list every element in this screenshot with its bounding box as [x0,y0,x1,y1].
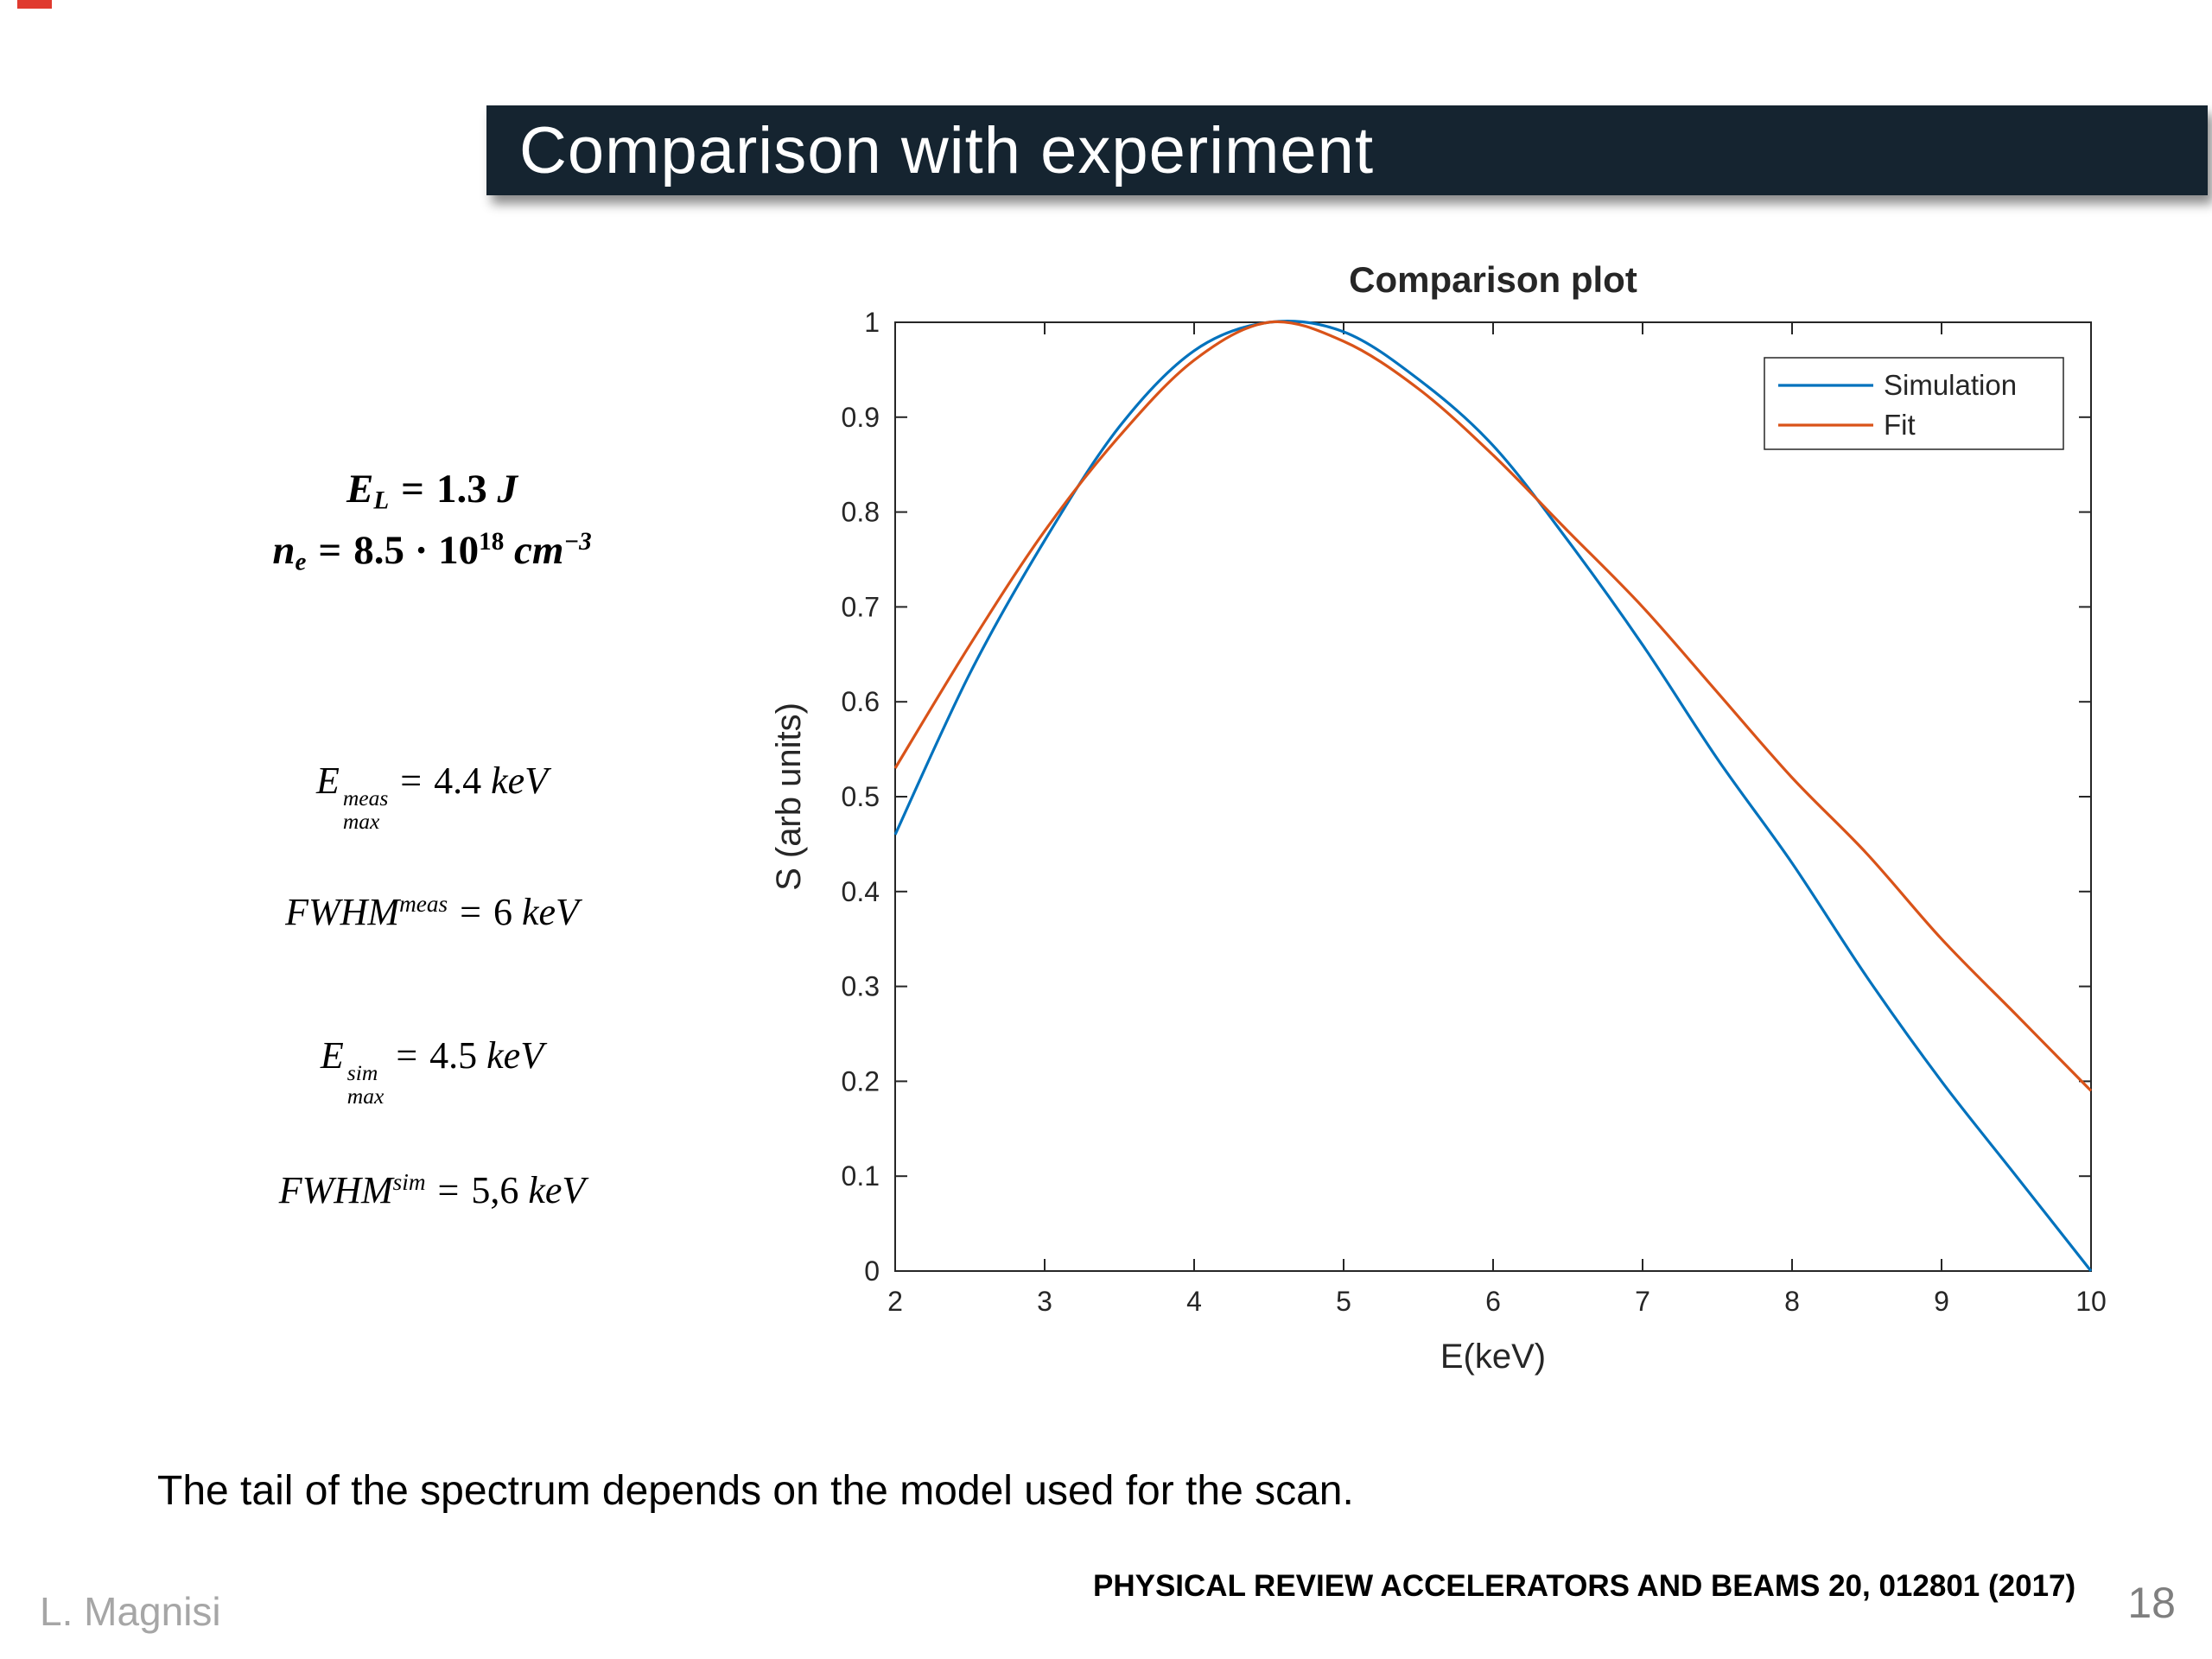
eq-base: E [346,467,374,512]
y-tick-label: 0.8 [842,497,880,528]
x-axis-label: E(keV) [1440,1338,1546,1376]
eq-value: 4.4 [434,760,482,802]
eq-unit: J [497,467,518,512]
eq-sup: meas [342,785,389,811]
x-tick-label: 3 [1037,1286,1052,1317]
equation-laser-energy: EL = 1.3 J [52,466,812,515]
legend-label-fit: Fit [1884,409,1916,441]
y-tick-label: 0.9 [842,402,880,433]
eq-unit: cm [514,528,564,573]
eq-sub: max [342,808,380,834]
screen-artifact [17,0,52,9]
x-tick-label: 7 [1635,1286,1650,1317]
eq-base: E [320,1034,344,1077]
y-tick-label: 0.6 [842,686,880,717]
legend-box [1764,357,2064,450]
eq-sup: sim [346,1060,378,1086]
eq-base: E [315,760,340,802]
eq-base: n [272,528,296,573]
eq-unit-exponent: −3 [563,527,592,556]
legend-label-simulation: Simulation [1884,369,2017,401]
title-bar: Comparison with experiment [486,105,2208,195]
author: L. Magnisi [40,1589,221,1634]
x-tick-label: 6 [1485,1286,1501,1317]
equation-fwhm-measured: FWHMmeas = 6 keV [52,890,812,934]
x-tick-label: 5 [1336,1286,1351,1317]
chart-area: 2 3 4 5 6 7 8 9 10 0 0.1 0.2 0.3 0.4 0.5 0.6 0.7 0.8 0.9 1 C… [760,242,2143,1400]
y-tick-label: 0.1 [842,1160,880,1192]
series-fit [893,320,2093,1092]
eq-supsub: meas max [342,785,389,834]
plot-box [894,321,2092,1272]
eq-sup: sim [392,1169,426,1195]
x-tick-label: 9 [1934,1286,1949,1317]
y-tick-label: 0 [864,1255,880,1287]
x-tick-label: 2 [887,1286,903,1317]
eq-unit: keV [491,760,549,802]
eq-operator: = [318,528,342,573]
eq-operator: = [401,467,424,512]
eq-sup: meas [399,891,448,917]
y-tick-label: 1 [864,307,880,338]
eq-unit: keV [521,891,579,933]
caption: The tail of the spectrum depends on the … [157,1468,1354,1514]
y-axis-label: S (arb units) [770,702,808,891]
eq-value: 5,6 [471,1169,519,1211]
comparison-plot: 2 3 4 5 6 7 8 9 10 0 0.1 0.2 0.3 0.4 0.5 0.6 0.7 0.8 0.9 1 C… [770,259,2107,1376]
eq-operator: = [437,1169,460,1211]
reference: PHYSICAL REVIEW ACCELERATORS AND BEAMS 2… [1093,1569,2076,1603]
eq-value: 1.3 [435,467,487,512]
page-number: 18 [2127,1579,2176,1627]
eq-base: FWHM [278,1169,393,1211]
y-tick-label: 0.5 [842,781,880,812]
eq-sub: L [373,486,390,515]
eq-exponent: 18 [479,527,505,556]
eq-value: 4.5 [429,1034,478,1077]
eq-sub: e [295,548,307,576]
y-tick-label: 0.3 [842,971,880,1002]
y-tick-label: 0.2 [842,1065,880,1096]
y-tick-label: 0.4 [842,876,880,907]
chart-title: Comparison plot [1349,259,1637,300]
equation-electron-density: ne = 8.5 · 1018 cm−3 [52,527,812,576]
eq-base: FWHM [285,891,400,933]
series-simulation [893,320,2093,1272]
eq-unit: keV [528,1169,586,1211]
eq-unit: keV [486,1034,544,1077]
eq-operator: = [460,891,481,933]
slide-title: Comparison with experiment [519,113,1375,188]
eq-operator: = [400,760,423,802]
equation-fwhm-simulated: FWHMsim = 5,6 keV [52,1168,812,1212]
eq-sub: max [346,1083,385,1109]
eq-value: 6 [493,891,512,933]
y-tick-label: 0.7 [842,591,880,622]
x-tick-label: 10 [2075,1286,2107,1317]
x-tick-label: 4 [1186,1286,1202,1317]
eq-supsub: sim max [346,1060,385,1109]
x-tick-label: 8 [1784,1286,1800,1317]
eq-value: 8.5 · 10 [353,528,480,573]
eq-operator: = [396,1034,418,1077]
